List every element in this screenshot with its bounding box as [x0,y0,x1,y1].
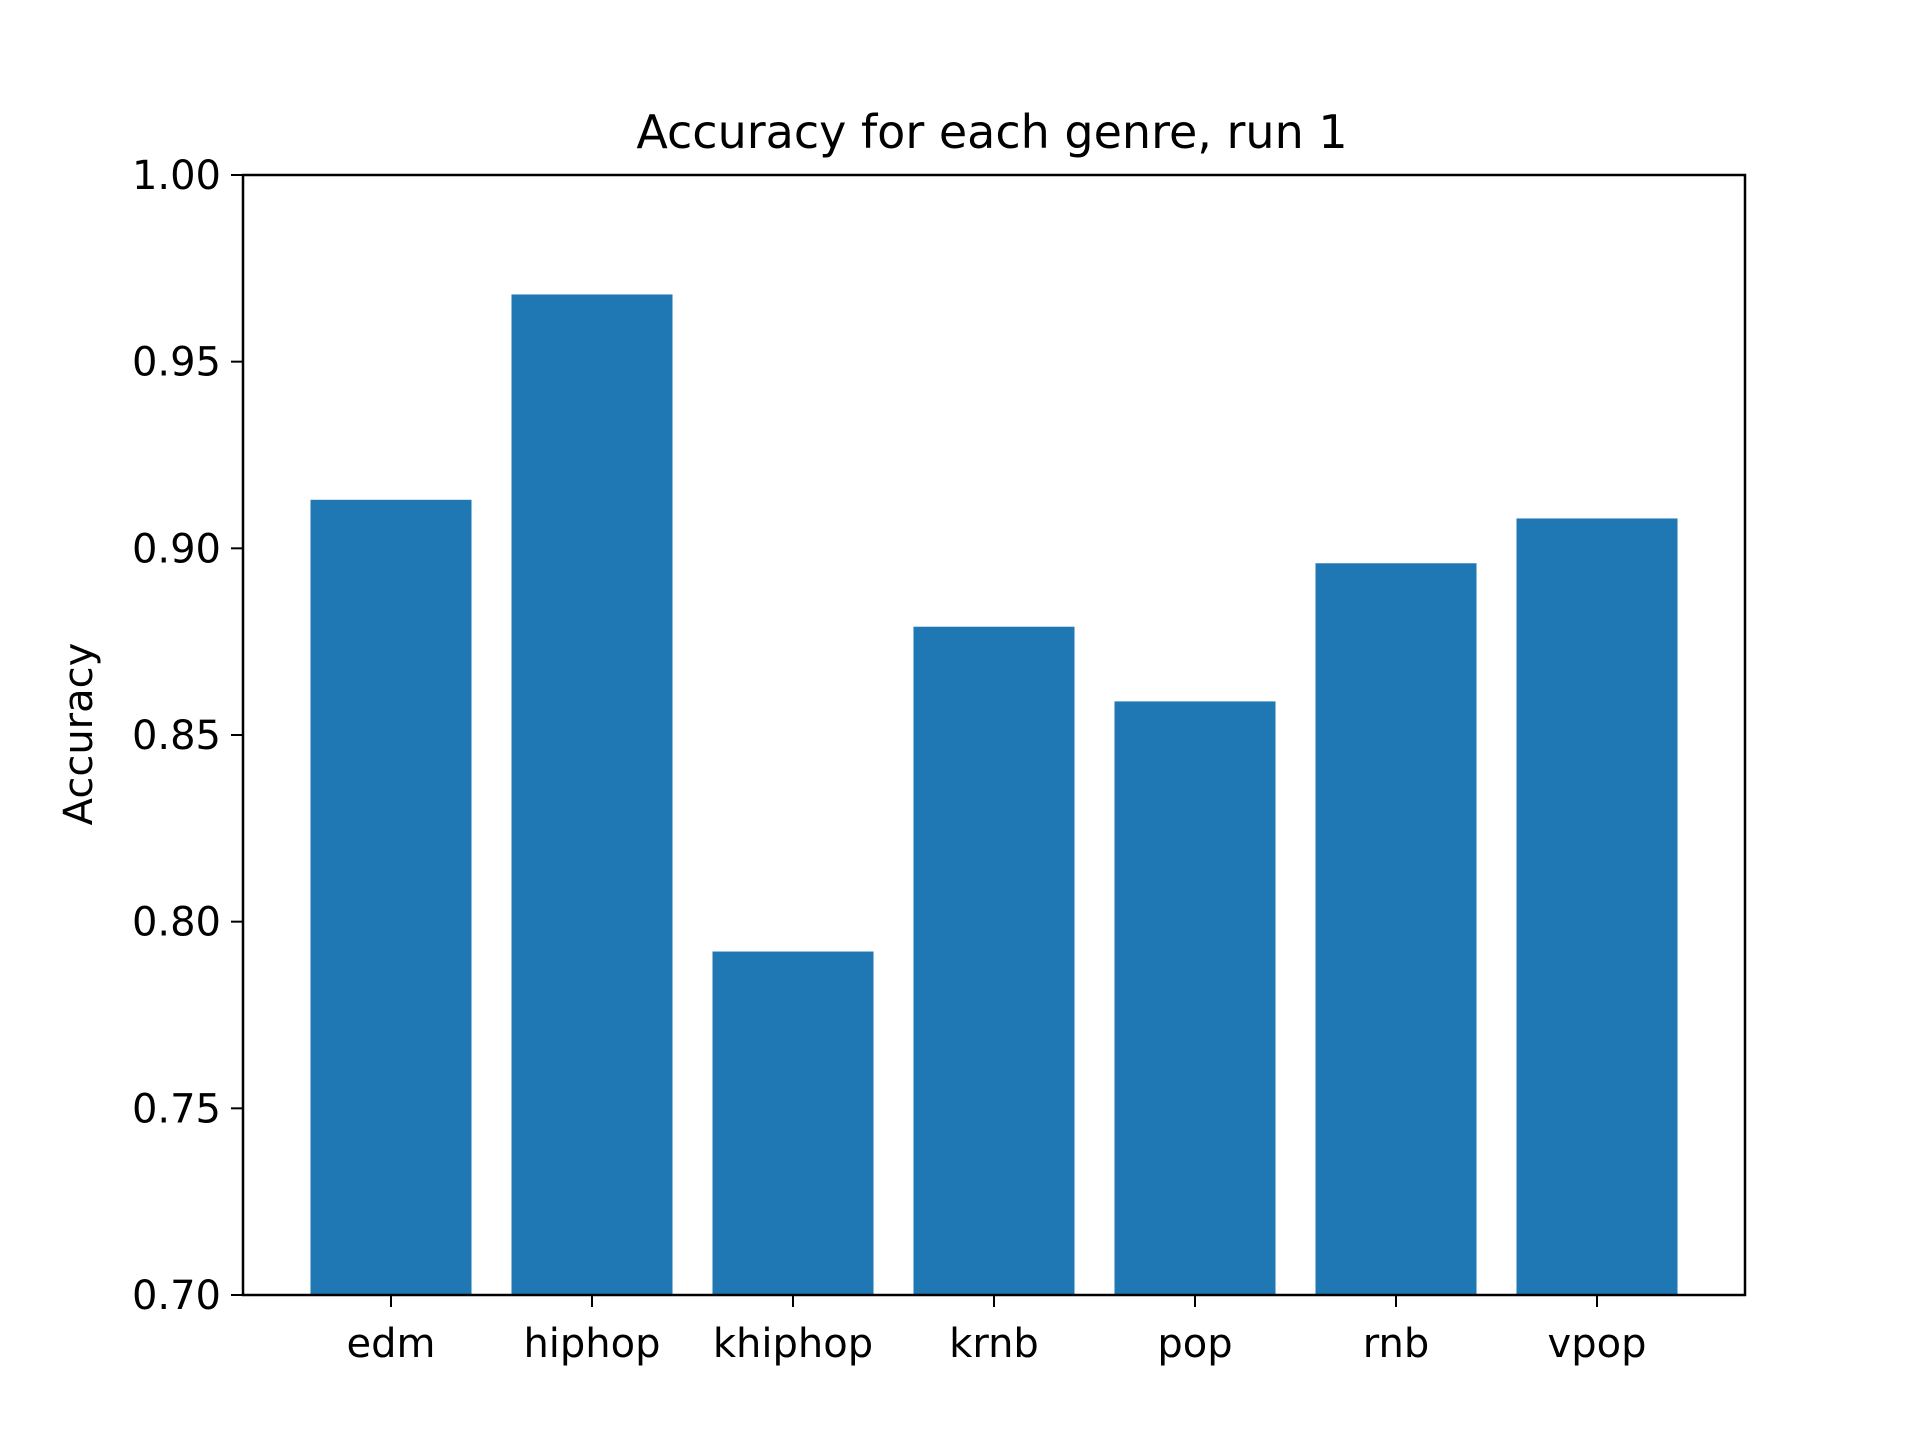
x-tick-label: edm [347,1321,436,1367]
bar-rnb [1315,563,1477,1295]
x-axis: edm hiphop khiphop krnb pop rnb vpop [347,1295,1647,1367]
y-axis-label: Accuracy [56,643,102,826]
x-tick-label: hiphop [523,1321,660,1367]
bars-group [310,294,1678,1295]
bar-edm [310,499,472,1295]
x-tick-label: pop [1157,1321,1232,1367]
bar-pop [1114,701,1276,1295]
x-tick-label: rnb [1363,1321,1429,1367]
y-axis: 0.70 0.75 0.80 0.85 0.90 0.95 1.00 [132,153,243,1319]
x-tick-label: khiphop [713,1321,873,1367]
bar-vpop [1516,518,1678,1295]
y-tick-label: 0.95 [132,340,221,386]
chart-title: Accuracy for each genre, run 1 [636,105,1347,159]
y-tick-label: 0.70 [132,1273,221,1319]
y-tick-label: 0.80 [132,900,221,946]
plot-frame [241,173,1747,1297]
bar-hiphop [511,294,673,1295]
y-tick-label: 0.85 [132,713,221,759]
bar-krnb [913,626,1075,1295]
y-tick-label: 0.75 [132,1086,221,1132]
x-tick-label: krnb [949,1321,1039,1367]
x-tick-label: vpop [1548,1321,1647,1367]
y-tick-label: 1.00 [132,153,221,199]
bar-khiphop [712,951,874,1295]
y-tick-label: 0.90 [132,526,221,572]
